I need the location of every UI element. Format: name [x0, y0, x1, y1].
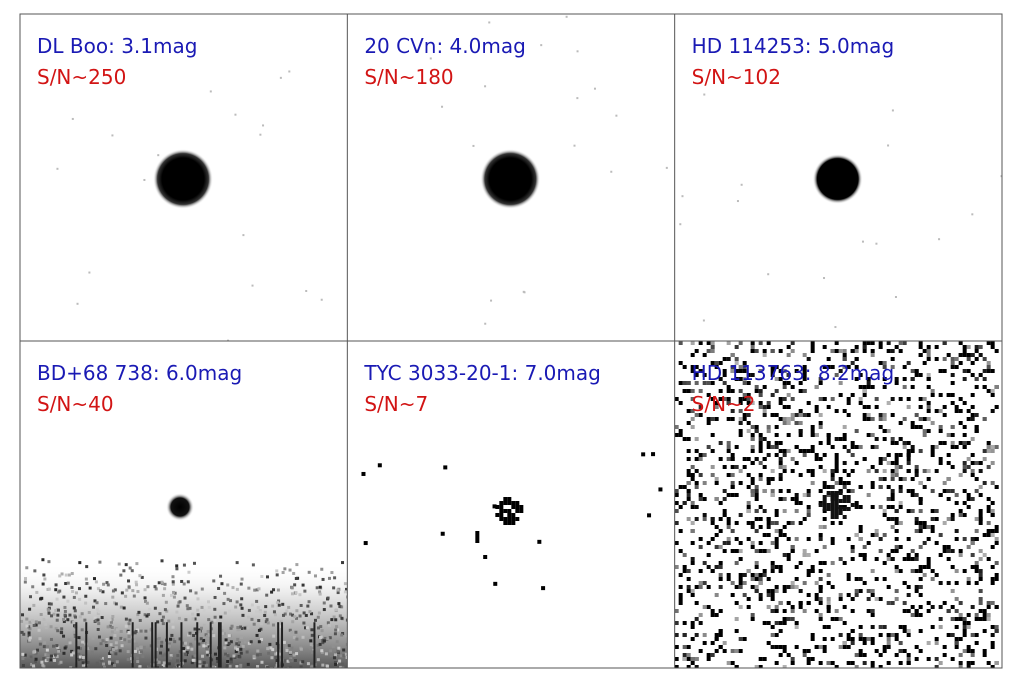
star-blob	[166, 493, 194, 521]
snr-label: S/N~40	[37, 392, 114, 416]
noise-pixels	[429, 15, 668, 325]
star-name-label: BD+68 738: 6.0mag	[37, 361, 242, 385]
noise-pixels	[56, 70, 323, 341]
snr-label: S/N~7	[364, 392, 428, 416]
star-name-label: DL Boo: 3.1mag	[37, 34, 197, 58]
noise-pixels	[674, 341, 999, 668]
snr-label: S/N~180	[364, 65, 453, 89]
star-blob	[153, 149, 213, 209]
star-panel: DL Boo: 3.1mag S/N~250	[20, 14, 348, 341]
snr-label: S/N~2	[692, 392, 756, 416]
star-panel: HD 114253: 5.0mag S/N~102	[674, 14, 1003, 341]
star-blob	[818, 491, 855, 519]
star-panel: TYC 3033-20-1: 7.0mag S/N~7	[347, 341, 675, 668]
snr-label: S/N~102	[692, 65, 781, 89]
star-name-label: TYC 3033-20-1: 7.0mag	[363, 361, 601, 385]
star-name-label: HD 113763: 8.2mag	[692, 361, 894, 385]
star-panel: BD+68 738: 6.0mag S/N~40	[20, 341, 348, 668]
star-panel: 20 CVn: 4.0mag S/N~180	[347, 14, 675, 341]
star-name-label: HD 114253: 5.0mag	[692, 34, 894, 58]
noise-pixels	[20, 558, 348, 668]
star-blob	[495, 497, 524, 525]
star-blob	[812, 154, 863, 204]
star-panel: HD 113763: 8.2mag S/N~2	[674, 341, 1002, 668]
noise-pixels	[361, 452, 663, 591]
star-blob	[480, 149, 541, 209]
star-name-label: 20 CVn: 4.0mag	[364, 34, 525, 58]
snr-label: S/N~250	[37, 65, 126, 89]
